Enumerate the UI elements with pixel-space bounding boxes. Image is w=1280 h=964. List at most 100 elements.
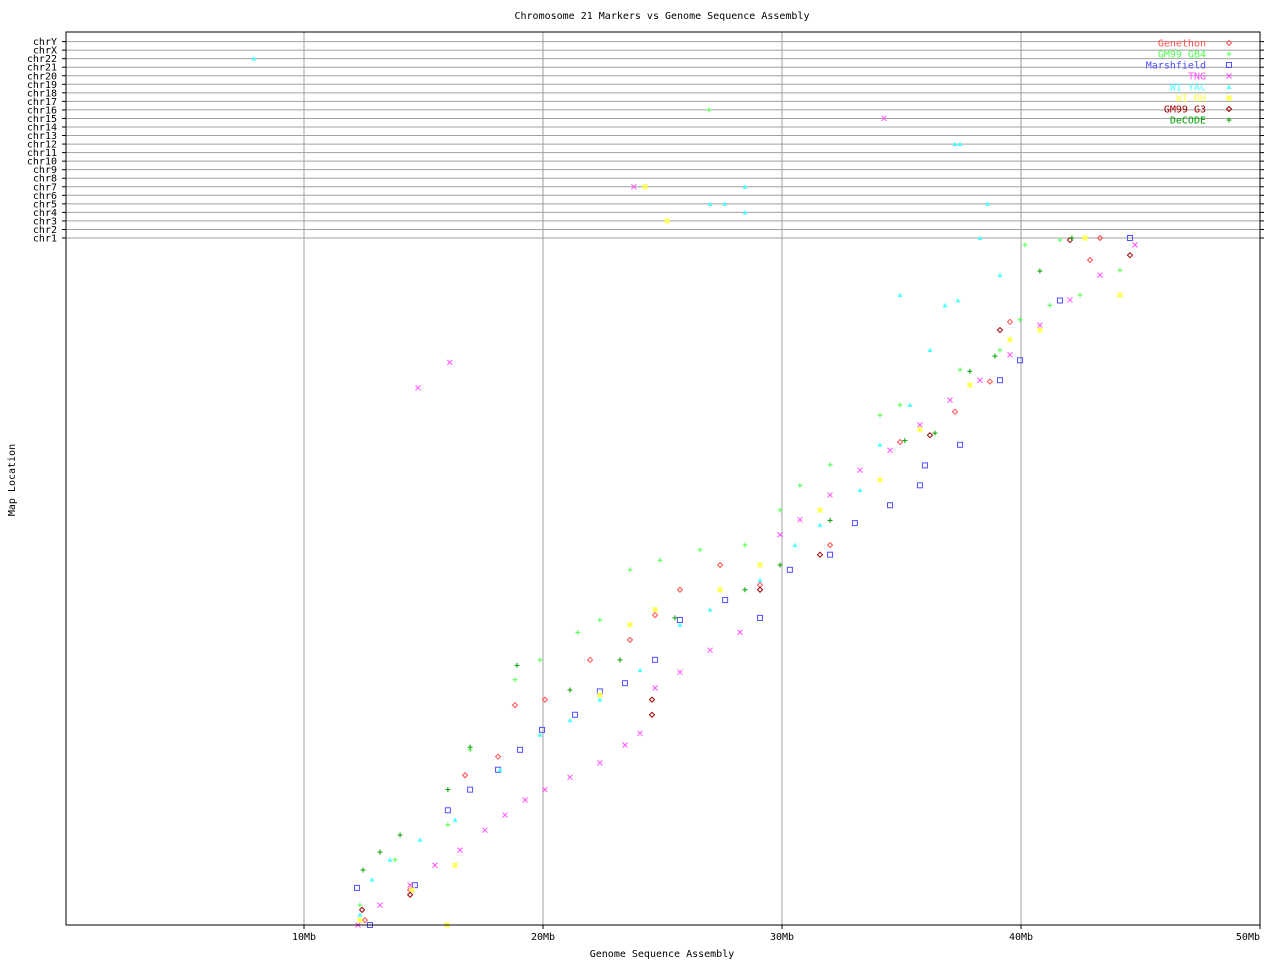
data-point <box>1057 237 1063 243</box>
data-point <box>827 551 834 558</box>
data-point <box>786 566 793 573</box>
data-point <box>955 298 961 303</box>
data-point <box>407 882 413 889</box>
data-point <box>757 577 763 583</box>
data-point <box>697 547 703 553</box>
chromosome-tick-label: chr13 <box>27 131 57 142</box>
off-chromosome-point <box>706 107 712 113</box>
data-point <box>445 822 451 828</box>
data-point <box>432 862 438 869</box>
data-point <box>887 502 894 509</box>
data-point <box>1117 267 1123 273</box>
data-point <box>957 441 964 448</box>
data-point <box>1006 318 1014 326</box>
off-chromosome-point <box>664 217 671 224</box>
data-point <box>387 857 393 862</box>
data-point <box>652 685 658 691</box>
legend-marker-icon <box>1226 84 1232 89</box>
legend-marker-icon <box>1225 105 1233 113</box>
off-chromosome-point <box>742 209 748 215</box>
data-point <box>707 607 713 612</box>
data-point <box>537 657 543 663</box>
series-tng <box>355 115 1138 928</box>
data-point <box>857 487 863 493</box>
legend-marker-icon <box>1225 39 1233 47</box>
data-point <box>637 667 643 673</box>
data-point <box>916 426 923 433</box>
data-point <box>742 542 748 548</box>
data-point <box>621 680 628 687</box>
data-point <box>617 657 623 663</box>
data-point <box>356 917 363 924</box>
legend-marker-icon <box>1226 51 1232 57</box>
x-tick-label: 50Mb <box>1236 932 1260 943</box>
chromosome-tick-label: chr4 <box>33 208 57 219</box>
legend-label: TNG <box>1188 72 1206 83</box>
data-point <box>816 551 824 558</box>
data-point <box>992 353 998 359</box>
chromosome-tick-label: chrY <box>33 37 57 48</box>
data-point <box>932 430 938 436</box>
data-point <box>672 615 678 621</box>
chromosome-tick-label: chr11 <box>27 148 57 159</box>
data-point <box>445 787 451 793</box>
series-gm99-gb4 <box>357 107 1123 908</box>
data-point <box>409 887 415 893</box>
data-point <box>797 482 803 488</box>
data-point <box>1017 317 1023 323</box>
data-point <box>707 647 713 654</box>
data-point <box>1037 322 1043 329</box>
chromosome-tick-label: chr14 <box>27 122 57 133</box>
data-point <box>417 837 423 842</box>
data-point <box>626 636 634 644</box>
data-point <box>827 462 833 468</box>
data-point <box>411 882 418 889</box>
data-point <box>648 711 656 718</box>
data-point <box>756 586 764 593</box>
chromosome-tick-label: chr15 <box>27 114 57 125</box>
legend-label: GM99 GB4 <box>1158 50 1206 61</box>
data-point <box>444 807 451 814</box>
data-point <box>737 629 743 636</box>
data-point <box>596 691 603 698</box>
data-point <box>537 732 543 737</box>
data-point <box>358 906 366 914</box>
data-point <box>777 507 783 513</box>
off-chromosome-point <box>722 201 728 206</box>
data-point <box>857 467 863 474</box>
chromosome-tick-label: chr7 <box>33 182 57 193</box>
data-point <box>446 359 453 366</box>
data-point <box>1086 256 1094 264</box>
data-point <box>996 377 1003 384</box>
chromosome-tick-label: chr12 <box>27 140 57 151</box>
legend-marker-icon <box>1226 73 1232 79</box>
chart-title: Chromosome 21 Markers vs Genome Sequence… <box>514 11 809 22</box>
chromosome-tick-label: chr5 <box>33 199 57 210</box>
data-point <box>997 272 1003 278</box>
data-point <box>651 611 659 619</box>
data-point <box>597 697 603 702</box>
data-point <box>392 857 398 863</box>
data-point <box>572 711 579 718</box>
data-point <box>586 656 594 664</box>
legend-marker-icon <box>1226 62 1232 68</box>
off-chromosome-point <box>957 141 963 147</box>
legend-label: Marshfield <box>1146 61 1206 72</box>
chromosome-tick-label: chr21 <box>27 63 57 74</box>
data-point <box>676 586 684 593</box>
chromosome-tick-label: chr18 <box>27 88 57 99</box>
data-point <box>967 368 973 374</box>
off-chromosome-point <box>707 201 713 206</box>
chromosome-tick-label: chr2 <box>33 225 57 236</box>
chromosome-tick-label: chr10 <box>27 157 57 168</box>
data-point <box>512 677 518 683</box>
legend-label: WI YAC <box>1170 83 1206 94</box>
chromosome-tick-label: chr1 <box>33 234 57 245</box>
data-point <box>1056 297 1063 304</box>
data-point <box>997 347 1003 353</box>
data-point <box>777 562 783 568</box>
legend-label: DeCODE <box>1170 116 1206 127</box>
chromosome-tick-label: chr17 <box>27 97 57 108</box>
data-point <box>722 597 729 604</box>
